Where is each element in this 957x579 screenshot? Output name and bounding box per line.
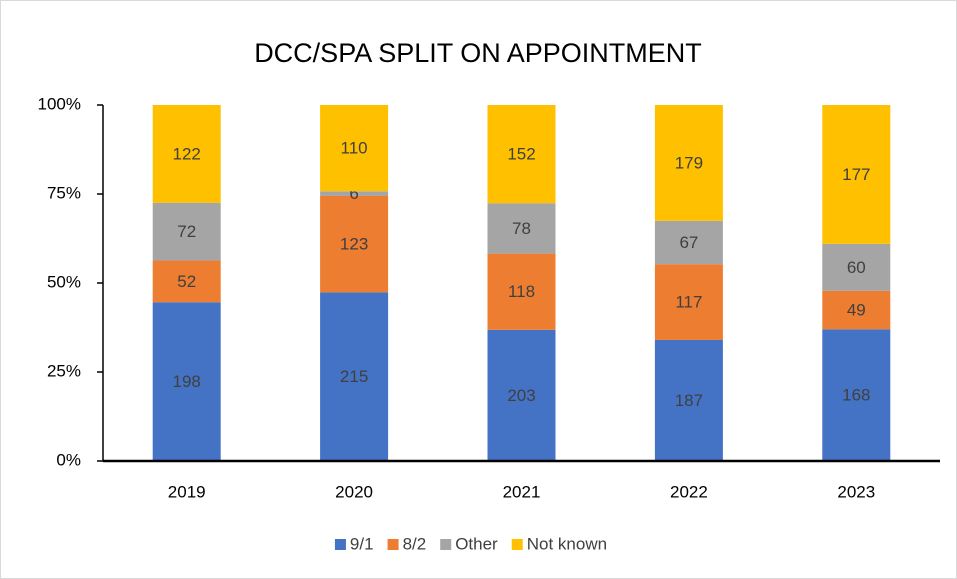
bar-segment [654, 339, 723, 461]
legend-label: 8/2 [403, 534, 427, 553]
data-label: 215 [340, 367, 368, 386]
data-label: 60 [847, 258, 866, 277]
bar-segment [152, 260, 221, 303]
bar-segment [487, 105, 556, 204]
data-label: 122 [173, 144, 201, 163]
y-tick-label: 50% [47, 272, 81, 291]
data-label: 198 [173, 372, 201, 391]
legend-label: Not known [527, 534, 607, 553]
legend-swatch [334, 539, 346, 550]
data-label: 78 [512, 219, 531, 238]
data-label: 118 [508, 282, 535, 301]
data-label: 187 [675, 391, 703, 410]
data-label: 177 [842, 165, 870, 184]
bar-segment [320, 195, 389, 293]
bar-segment [487, 253, 556, 330]
data-label: 6 [349, 184, 358, 203]
data-label: 52 [177, 272, 196, 291]
legend-swatch [387, 539, 399, 550]
data-label: 203 [507, 386, 535, 405]
x-tick-label: 2020 [335, 482, 373, 501]
y-tick-label: 75% [47, 183, 81, 202]
x-tick-label: 2019 [168, 482, 206, 501]
y-tick-label: 100% [38, 94, 81, 113]
bar-segment [654, 220, 723, 265]
bar-segment [152, 105, 221, 203]
bar-segment [487, 203, 556, 254]
legend-swatch [440, 539, 452, 550]
bar-segment [320, 292, 389, 461]
bar-segment [654, 264, 723, 340]
data-label: 152 [507, 145, 535, 164]
bar-segment [822, 329, 891, 461]
bar-segment [152, 302, 221, 461]
data-label: 49 [847, 301, 866, 320]
legend-swatch [511, 539, 523, 550]
x-tick-label: 2021 [503, 482, 541, 501]
bar-segment [152, 202, 221, 261]
chart-title: DCC/SPA SPLIT ON APPOINTMENT [254, 38, 702, 68]
bar-segment [320, 105, 389, 192]
bar-segment [654, 105, 723, 221]
bar-segment [487, 329, 556, 461]
data-label: 179 [675, 153, 703, 172]
bar-segment [320, 191, 389, 196]
bar-segment [822, 243, 891, 291]
x-tick-label: 2023 [837, 482, 875, 501]
data-label: 110 [341, 139, 368, 158]
data-label: 67 [679, 233, 698, 252]
data-label: 168 [842, 386, 870, 405]
y-tick-label: 25% [47, 361, 81, 380]
legend-label: 9/1 [350, 534, 374, 553]
legend-label: Other [455, 534, 498, 553]
bar-segment [822, 290, 891, 330]
data-label: 123 [340, 235, 368, 254]
x-tick-label: 2022 [670, 482, 708, 501]
data-label: 117 [675, 293, 702, 312]
data-label: 72 [177, 222, 196, 241]
y-tick-label: 0% [56, 450, 81, 469]
bar-segment [822, 105, 891, 244]
